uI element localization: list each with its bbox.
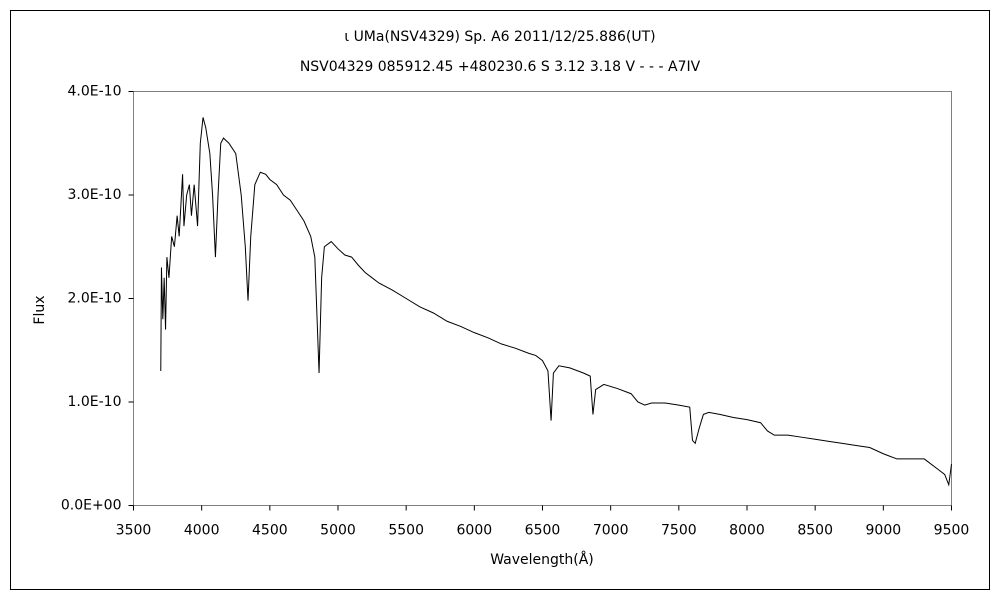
x-tick-label: 6000 [457,523,493,539]
x-tick-label: 4000 [184,523,220,539]
frame [10,10,990,590]
y-tick-label: 2.0E-10 [68,291,122,307]
x-tick-label: 7500 [661,523,697,539]
y-tick-label: 1.0E-10 [68,394,122,410]
chart-subtitle: NSV04329 085912.45 +480230.6 S 3.12 3.18… [300,59,701,75]
x-tick-label: 9500 [934,523,970,539]
y-axis-label: Flux [32,295,48,324]
x-tick-label: 8000 [729,523,765,539]
spectrum-line [160,117,952,487]
y-tick-label: 4.0E-10 [68,84,122,100]
chart-title: ι UMa(NSV4329) Sp. A6 2011/12/25.886(UT) [344,29,655,45]
x-tick-label: 5500 [388,523,424,539]
x-tick-label: 7000 [593,523,629,539]
x-tick-label: 9000 [866,523,902,539]
x-tick-label: 8500 [797,523,833,539]
x-tick-label: 6500 [525,523,561,539]
y-tick-label: 3.0E-10 [68,187,122,203]
y-tick-label: 0.0E+00 [61,498,122,514]
x-tick-label: 5000 [320,523,356,539]
x-tick-label: 4500 [252,523,288,539]
x-axis-label: Wavelength(Å) [490,551,594,568]
x-tick-label: 3500 [116,523,152,539]
